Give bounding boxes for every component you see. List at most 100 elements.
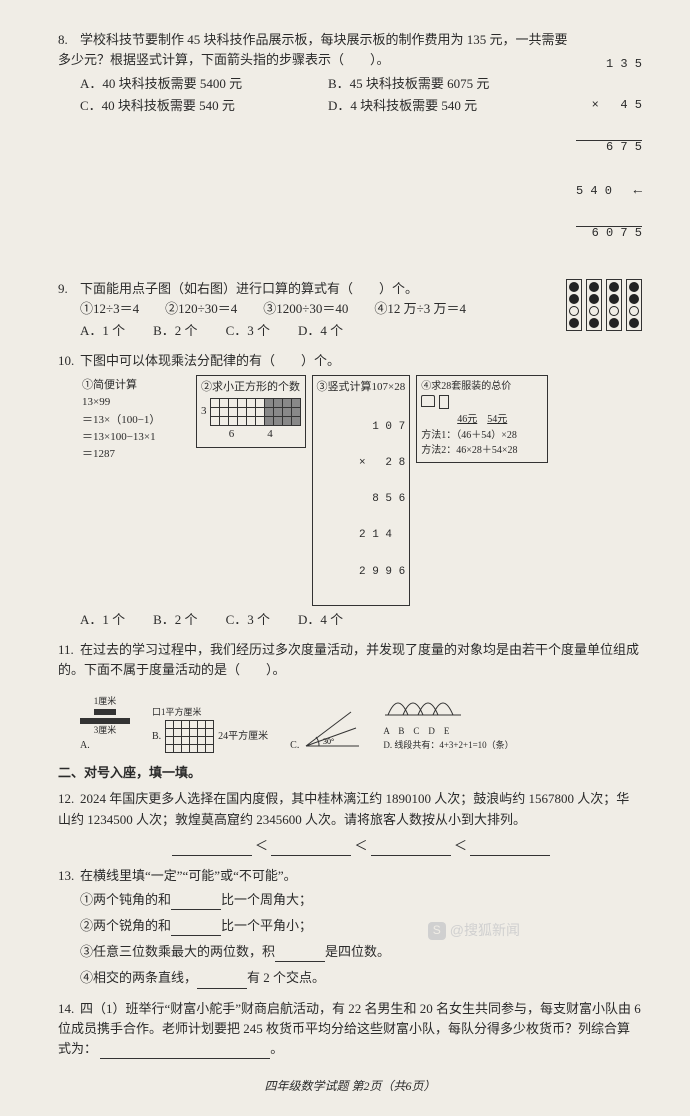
q11-optD-fig: A B C D E D. 线段共有：4+3+2+1=10（条） [383, 684, 513, 753]
q8-multiplication-figure: 1 3 5 × 4 5 6 7 5 5 4 0 ← 6 0 7 5 [570, 30, 642, 269]
q13-line4: ④相交的两条直线， 有 2 个交点。 [80, 968, 642, 988]
question-14: 14.四（1）班举行“财富小舵手”财商启航活动，有 22 名男生和 20 名女生… [58, 999, 642, 1059]
q11-num: 11. [58, 640, 80, 660]
mult-row: 2 9 9 6 [317, 566, 406, 578]
opt-label: D. [383, 740, 392, 750]
line-text: ①两个钝角的和 [80, 892, 171, 907]
method-line: 方法2：46×28＋54×28 [421, 443, 543, 459]
blank-input[interactable] [172, 842, 252, 856]
square-grid [165, 720, 214, 753]
blank-input[interactable] [470, 842, 550, 856]
mult-row: × 4 5 [576, 99, 642, 113]
watermark-text: @搜狐新闻 [450, 922, 520, 938]
sohu-icon [428, 922, 446, 940]
sub-title: ④求28套服装的总价 [421, 379, 543, 395]
blank-input[interactable] [100, 1045, 270, 1059]
q10-optB: B．2 个 [153, 610, 197, 630]
line-text: ②两个锐角的和 [80, 918, 171, 933]
line-text: 比一个平角小； [221, 918, 312, 933]
blank-input[interactable] [371, 842, 451, 856]
segment-note: 线段共有：4+3+2+1=10（条） [394, 740, 513, 750]
q11-optB-fig: 口1平方厘米 B. 24平方厘米 [152, 706, 268, 753]
q10-sub3: ③竖式计算107×28 1 0 7 × 2 8 8 5 6 2 1 4 2 9 … [312, 375, 411, 606]
mult-row: 2 1 4 [317, 529, 406, 541]
mult-row: 6 7 5 [576, 140, 642, 155]
q8-optC: C．40 块科技板需要 540 元 [80, 96, 300, 116]
line-text: ③任意三位数乘最大的两位数，积 [80, 944, 275, 959]
opt-label: B. [152, 729, 161, 745]
q11-optC-fig: C. 30° [290, 706, 361, 754]
price-label: 54元 [487, 414, 507, 425]
mult-row: 6 0 7 5 [576, 226, 642, 241]
section-2-title: 二、对号入座，填一填。 [58, 763, 642, 783]
dot-col [566, 279, 582, 331]
question-10: 10.下图中可以体现乘法分配律的有（ ）个。 ①简便计算 13×99 ＝13×（… [58, 351, 642, 630]
line-text: ④相交的两条直线， [80, 970, 197, 985]
page-footer: 四年级数学试题 第2页（共6页） [58, 1077, 642, 1096]
question-9: 9.下面能用点子图（如右图）进行口算的算式有（ ）个。 ①12÷3＝4 ②120… [58, 279, 642, 341]
calc-line: 13×99 [82, 394, 188, 411]
ruler-bar [94, 709, 116, 715]
question-12: 12.2024 年国庆更多人选择在国内度假，其中桂林漓江约 1890100 人次… [58, 789, 642, 855]
q9-optC: C．3 个 [226, 321, 270, 341]
q8-optD: D．4 块科技板需要 540 元 [328, 96, 477, 116]
q13-num: 13. [58, 866, 80, 886]
grid-label: 4 [267, 428, 273, 440]
watermark: @搜狐新闻 [428, 920, 520, 940]
blank-input[interactable] [171, 922, 221, 936]
dot-col [586, 279, 602, 331]
q8-text: 学校科技节要制作 45 块科技作品展示板，每块展示板的制作费用为 135 元，一… [58, 32, 568, 67]
mult-row: 1 0 7 [317, 421, 406, 433]
arc-figure [383, 684, 513, 725]
lt-symbol: ＜ [454, 838, 467, 853]
question-11: 11.在过去的学习过程中，我们经历过多次度量活动，并发现了度量的对象均是由若干个… [58, 640, 642, 753]
price-label: 46元 [457, 414, 477, 425]
grid-figure [210, 398, 301, 426]
q8-optB: B．45 块科技板需要 6075 元 [328, 74, 489, 94]
q10-text: 下图中可以体现乘法分配律的有（ ）个。 [80, 353, 340, 368]
q11-optA-fig: 1厘米 3厘米 A. [80, 695, 130, 753]
blank-input[interactable] [275, 948, 325, 962]
line-text: 是四位数。 [325, 944, 390, 959]
q10-sub1: ①简便计算 13×99 ＝13×（100−1） ＝13×100−13×1 ＝12… [80, 375, 190, 464]
q9-equations: ①12÷3＝4 ②120÷30＝4 ③1200÷30＝40 ④12 万÷3 万＝… [58, 299, 558, 319]
sub-title: ②求小正方形的个数 [201, 379, 301, 396]
angle-figure: 30° [301, 706, 361, 754]
dot-col [606, 279, 622, 331]
q12-text: 2024 年国庆更多人选择在国内度假，其中桂林漓江约 1890100 人次；鼓浪… [58, 791, 629, 826]
shirt-icon [421, 395, 435, 407]
q10-sub2: ②求小正方形的个数 3 6 4 [196, 375, 306, 447]
sq-label: 口1平方厘米 [152, 706, 268, 720]
question-13: 13.在横线里填“一定”“可能”或“不可能”。 ①两个钝角的和 比一个周角大； ②… [58, 866, 642, 989]
q9-text: 下面能用点子图（如右图）进行口算的算式有（ ）个。 [80, 281, 418, 296]
sq-label: 24平方厘米 [218, 729, 268, 745]
mult-540: 5 4 0 [576, 184, 626, 198]
q11-text: 在过去的学习过程中，我们经历过多次度量活动，并发现了度量的对象均是由若干个度量单… [58, 642, 639, 677]
line-text: 有 2 个交点。 [247, 970, 325, 985]
sub-title: ①简便计算 [82, 377, 188, 394]
q9-dot-figure [566, 279, 642, 331]
dot-col [626, 279, 642, 331]
blank-input[interactable] [197, 975, 247, 989]
q13-text: 在横线里填“一定”“可能”或“不可能”。 [80, 868, 297, 883]
exam-page: 8.学校科技节要制作 45 块科技作品展示板，每块展示板的制作费用为 135 元… [0, 0, 690, 1116]
q10-sub4: ④求28套服装的总价 46元 54元 方法1：（46＋54）×28 方法2：46… [416, 375, 548, 463]
mult-row: × 2 8 [317, 457, 406, 469]
svg-text:30°: 30° [323, 737, 334, 746]
q10-optC: C．3 个 [226, 610, 270, 630]
opt-label: A. [80, 738, 130, 754]
lt-symbol: ＜ [354, 838, 367, 853]
question-8: 8.学校科技节要制作 45 块科技作品展示板，每块展示板的制作费用为 135 元… [58, 30, 642, 269]
q9-optB: B．2 个 [153, 321, 197, 341]
q12-num: 12. [58, 789, 80, 809]
mult-row-arrow: 5 4 0 ← [576, 183, 642, 199]
line-text: 比一个周角大； [221, 892, 312, 907]
q10-optA: A．1 个 [80, 610, 125, 630]
q13-line1: ①两个钝角的和 比一个周角大； [80, 890, 642, 910]
points-label: A B C D E [383, 725, 513, 739]
q9-optD: D．4 个 [298, 321, 343, 341]
q10-optD: D．4 个 [298, 610, 343, 630]
blank-input[interactable] [171, 896, 221, 910]
blank-input[interactable] [271, 842, 351, 856]
q9-optA: A．1 个 [80, 321, 125, 341]
